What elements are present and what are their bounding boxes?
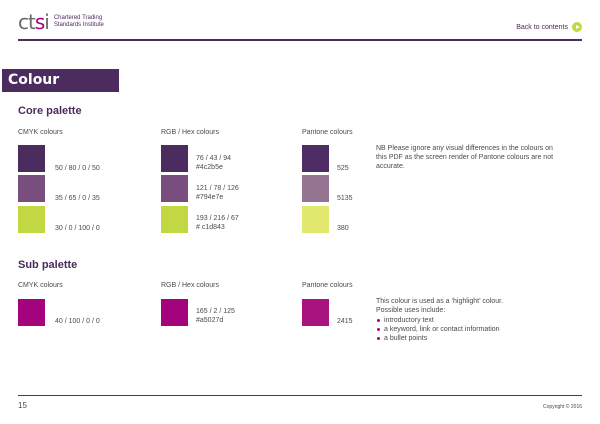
- color-swatch: [302, 299, 329, 326]
- uses-list: introductory text a keyword, link or con…: [376, 316, 576, 343]
- sub-cmyk-heading: CMYK colours: [18, 282, 63, 289]
- color-swatch: [161, 206, 188, 233]
- color-swatch: [302, 175, 329, 202]
- color-swatch: [302, 145, 329, 172]
- page-number: 15: [18, 401, 27, 410]
- list-item: a keyword, link or contact information: [376, 325, 576, 334]
- rgb-value: 165 / 2 / 125: [196, 308, 235, 315]
- color-swatch: [161, 299, 188, 326]
- hex-value: # c1d843: [196, 224, 225, 231]
- pantone-value: 5135: [337, 195, 353, 202]
- cmyk-value: 30 / 0 / 100 / 0: [55, 225, 100, 232]
- ctsi-logo: ctsi Chartered Trading Standards Institu…: [18, 12, 104, 32]
- core-rgb-heading: RGB / Hex colours: [161, 129, 219, 136]
- hex-value: #a5027d: [196, 317, 224, 324]
- logo-line2: Standards Institute: [53, 22, 104, 28]
- core-palette-heading: Core palette: [18, 105, 82, 117]
- copyright: Copyright © 2016: [543, 404, 582, 410]
- rgb-hex-value: 76 / 43 / 94 #4c2b5e: [196, 154, 231, 172]
- color-swatch: [18, 206, 45, 233]
- cmyk-value: 50 / 80 / 0 / 50: [55, 165, 100, 172]
- pantone-value: 525: [337, 165, 349, 172]
- hex-value: #794e7e: [196, 194, 224, 201]
- core-cmyk-heading: CMYK colours: [18, 129, 63, 136]
- back-to-contents-label: Back to contents: [516, 23, 568, 31]
- rgb-value: 193 / 216 / 67: [196, 215, 239, 222]
- highlight-note: This colour is used as a ‘highlight’ col…: [376, 297, 576, 343]
- sub-rgb-heading: RGB / Hex colours: [161, 282, 219, 289]
- rgb-hex-value: 193 / 216 / 67 # c1d843: [196, 214, 239, 232]
- rgb-value: 76 / 43 / 94: [196, 155, 232, 162]
- color-swatch: [161, 145, 188, 172]
- color-swatch: [18, 175, 45, 202]
- page-title: Colour palette: [2, 69, 119, 111]
- pantone-value: 2415: [337, 318, 353, 325]
- sub-pantone-heading: Pantone colours: [302, 282, 353, 289]
- header-divider: [18, 39, 582, 41]
- list-item: introductory text: [376, 316, 576, 325]
- cmyk-value: 35 / 65 / 0 / 35: [55, 195, 100, 202]
- pantone-note: NB Please ignore any visual differences …: [376, 145, 554, 170]
- highlight-note-line1: This colour is used as a ‘highlight’ col…: [376, 298, 503, 305]
- logo-text: Chartered Trading Standards Institute: [54, 15, 104, 29]
- play-arrow-icon: [572, 22, 582, 32]
- color-swatch: [18, 299, 45, 326]
- sub-palette-heading: Sub palette: [18, 259, 78, 271]
- footer-divider: [18, 395, 582, 396]
- cmyk-value: 40 / 100 / 0 / 0: [55, 318, 100, 325]
- rgb-hex-value: 121 / 78 / 126 #794e7e: [196, 184, 239, 202]
- core-pantone-heading: Pantone colours: [302, 129, 353, 136]
- hex-value: #4c2b5e: [196, 164, 223, 171]
- list-item: a bullet points: [376, 334, 576, 343]
- color-swatch: [302, 206, 329, 233]
- pantone-value: 380: [337, 225, 349, 232]
- rgb-value: 121 / 78 / 126: [196, 185, 239, 192]
- highlight-note-line2: Possible uses include:: [376, 307, 446, 314]
- color-swatch: [18, 145, 45, 172]
- rgb-hex-value: 165 / 2 / 125 #a5027d: [196, 307, 235, 325]
- back-to-contents-link[interactable]: Back to contents: [516, 22, 582, 32]
- logo-line1: Chartered Trading: [53, 15, 103, 21]
- logo-mark: ctsi: [18, 10, 50, 34]
- color-swatch: [161, 175, 188, 202]
